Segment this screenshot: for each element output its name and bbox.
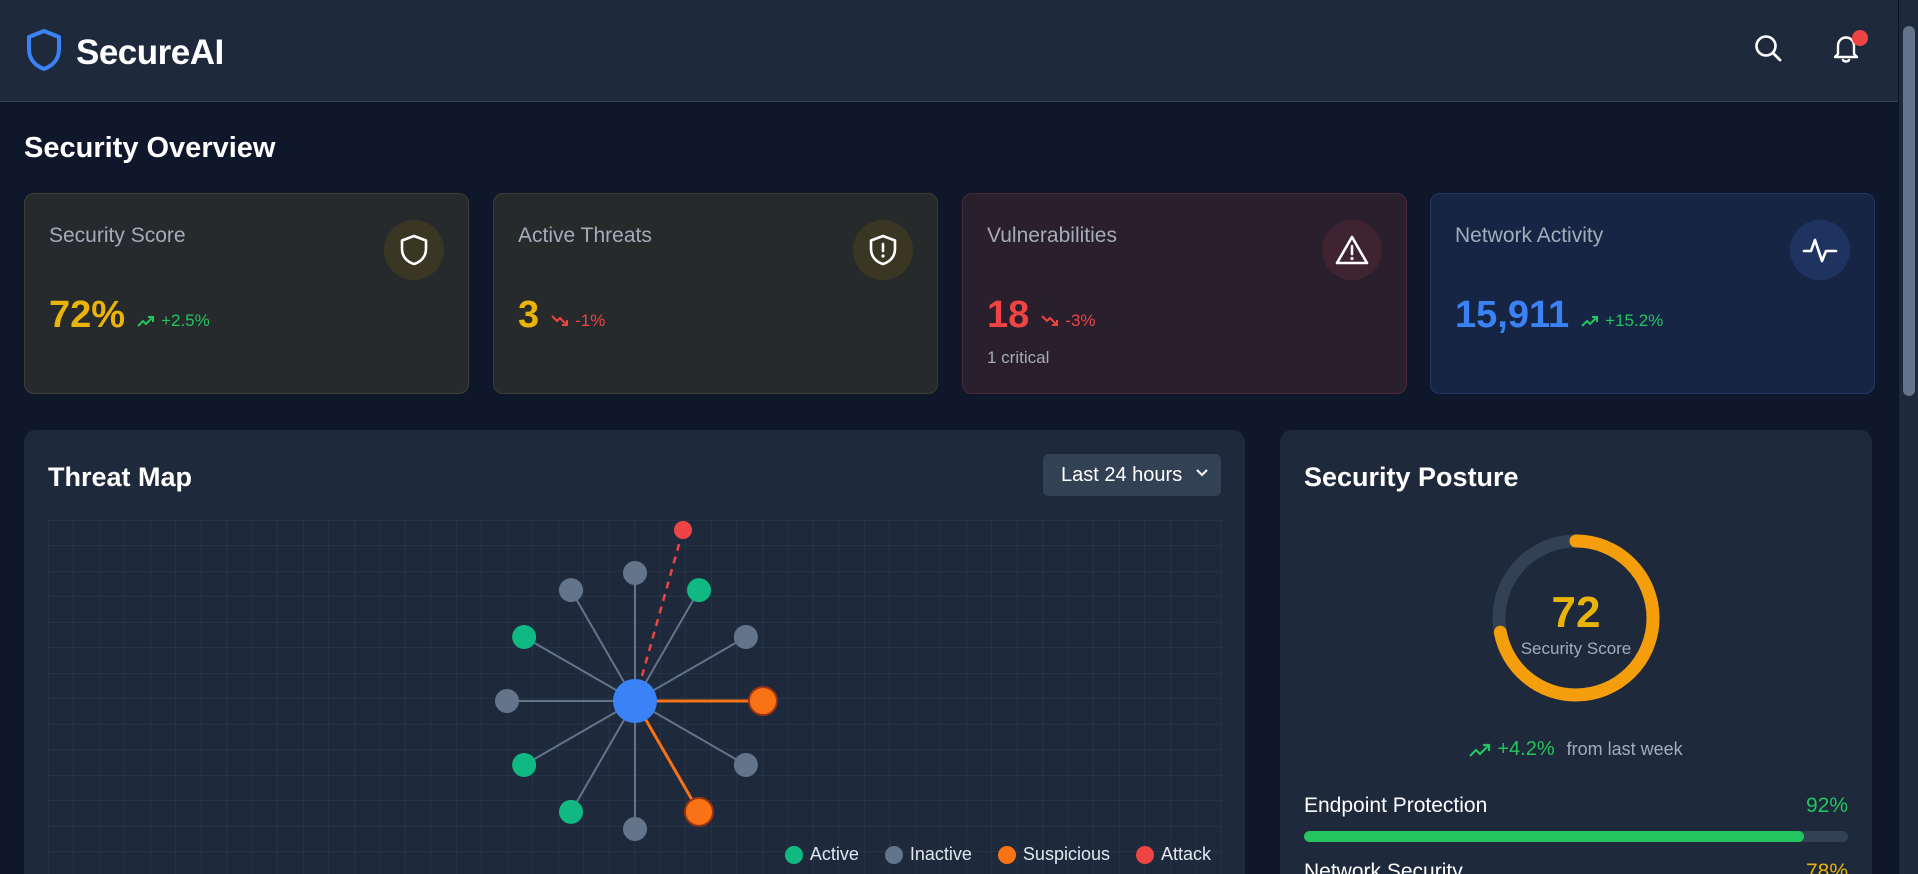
- network-node-suspicious[interactable]: [684, 796, 714, 827]
- central-hub-node[interactable]: [613, 679, 657, 723]
- card-value: 18: [987, 294, 1030, 336]
- time-range-select[interactable]: Last 24 hours: [1043, 454, 1221, 496]
- notification-badge: [1852, 30, 1868, 46]
- bell-icon: [1831, 32, 1861, 69]
- scrollbar-thumb[interactable]: [1903, 26, 1915, 396]
- notifications-button[interactable]: [1824, 28, 1868, 72]
- warning-triangle-icon: [1322, 220, 1382, 280]
- app-name: SecureAI: [76, 32, 224, 72]
- card-value: 3: [518, 294, 540, 336]
- threat-map-title: Threat Map: [48, 462, 193, 492]
- network-node-inactive[interactable]: [623, 561, 647, 585]
- metric-label: Endpoint Protection: [1304, 794, 1488, 817]
- card-delta: +15.2%: [1581, 311, 1663, 331]
- metric-label: Network Security: [1304, 860, 1463, 874]
- attack-line: [633, 529, 685, 702]
- network-node-suspicious[interactable]: [748, 686, 778, 716]
- metric-network-security: Network Security 78%: [1304, 860, 1848, 874]
- top-bar: SecureAI: [0, 0, 1898, 102]
- search-button[interactable]: [1746, 28, 1790, 72]
- network-node-inactive[interactable]: [559, 578, 583, 603]
- card-network-activity[interactable]: Network Activity 15,911 +15.2%: [1430, 193, 1875, 394]
- attack-source-node[interactable]: [674, 521, 692, 539]
- network-node-inactive[interactable]: [495, 689, 519, 713]
- trend-down-icon: [1041, 315, 1059, 326]
- card-vulnerabilities[interactable]: Vulnerabilities 18 -3% 1 critical: [962, 193, 1407, 394]
- page-scrollbar[interactable]: [1898, 0, 1918, 874]
- network-node-active[interactable]: [687, 578, 711, 603]
- time-range-value: Last 24 hours: [1061, 463, 1183, 486]
- trend-up-icon: [1581, 316, 1599, 327]
- network-node-active[interactable]: [512, 625, 537, 649]
- gauge-label: Security Score: [1521, 639, 1632, 658]
- threat-map-legend: Active Inactive Suspicious Attack: [759, 844, 1211, 865]
- card-value: 15,911: [1455, 294, 1570, 336]
- card-delta: +2.5%: [137, 311, 210, 331]
- posture-delta-value: +4.2%: [1497, 738, 1555, 760]
- trend-up-icon: [1469, 743, 1491, 757]
- page-title: Security Overview: [24, 132, 276, 164]
- network-node-inactive[interactable]: [733, 753, 758, 777]
- legend-inactive: Inactive: [884, 844, 972, 865]
- card-subtext: 1 critical: [987, 348, 1050, 367]
- card-label: Vulnerabilities: [987, 224, 1117, 247]
- security-posture-panel: Security Posture 72 Security Score +4.2%…: [1280, 430, 1872, 874]
- activity-icon: [1790, 220, 1850, 280]
- legend-suspicious: Suspicious: [997, 844, 1110, 865]
- network-node-inactive[interactable]: [733, 625, 758, 649]
- brand[interactable]: SecureAI: [26, 28, 224, 77]
- legend-active: Active: [784, 844, 859, 865]
- card-security-score[interactable]: Security Score 72% +2.5%: [24, 193, 469, 394]
- card-active-threats[interactable]: Active Threats 3 -1%: [493, 193, 938, 394]
- score-gauge: 72 Security Score: [1492, 534, 1660, 702]
- trend-down-icon: [551, 315, 569, 326]
- network-node-active[interactable]: [559, 799, 583, 824]
- shield-logo-icon: [26, 28, 62, 77]
- chevron-down-icon: [1196, 469, 1208, 477]
- security-posture-title: Security Posture: [1304, 462, 1519, 492]
- threat-map-canvas[interactable]: [48, 520, 1222, 874]
- threat-map-panel: Threat Map Last 24 hours Active Inactive…: [24, 430, 1245, 874]
- gauge-score: 72: [1552, 588, 1601, 637]
- metric-value: 92%: [1805, 794, 1848, 817]
- network-node-active[interactable]: [512, 753, 537, 777]
- shield-alert-icon: [853, 220, 913, 280]
- trend-up-icon: [137, 316, 155, 327]
- card-value: 72%: [49, 294, 126, 336]
- legend-attack: Attack: [1135, 844, 1211, 865]
- posture-delta: +4.2% from last week: [1280, 738, 1872, 761]
- shield-icon: [384, 220, 444, 280]
- network-node-inactive[interactable]: [623, 817, 647, 841]
- card-delta: -3%: [1041, 311, 1096, 331]
- metric-endpoint-protection: Endpoint Protection 92%: [1304, 794, 1848, 818]
- card-delta: -1%: [551, 311, 605, 331]
- card-label: Network Activity: [1455, 224, 1604, 247]
- search-icon: [1753, 33, 1783, 68]
- posture-delta-suffix: from last week: [1566, 739, 1683, 759]
- card-label: Active Threats: [518, 224, 652, 247]
- card-label: Security Score: [49, 224, 186, 247]
- metric-value: 78%: [1805, 860, 1848, 874]
- endpoint-protection-bar: [1304, 831, 1848, 842]
